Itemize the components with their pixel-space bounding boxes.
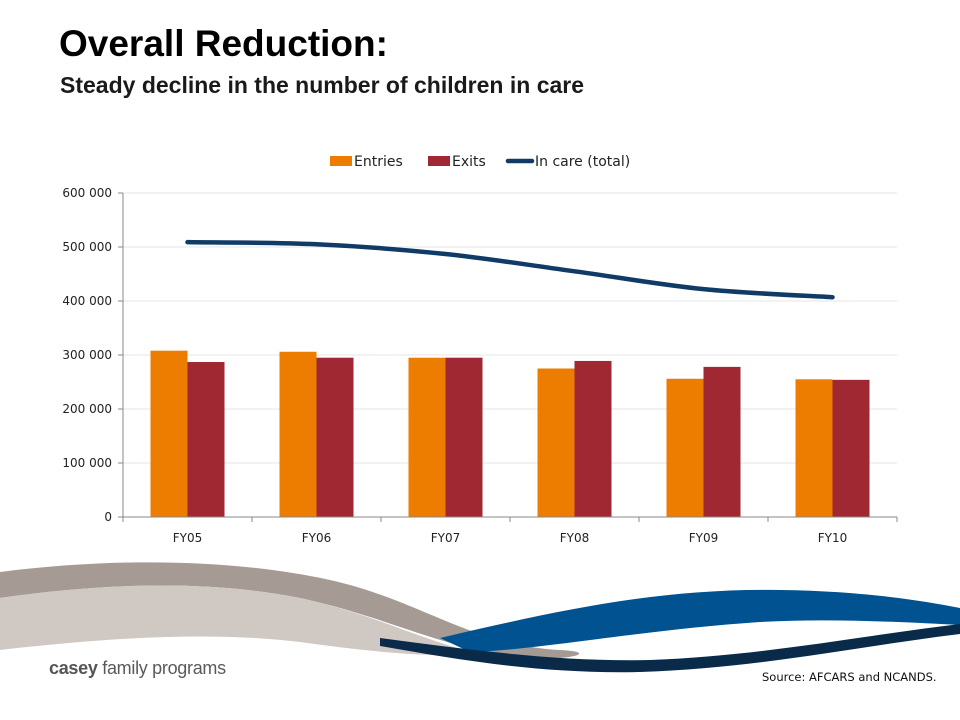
legend-label: In care (total) [535,154,630,170]
axes: 0 100 000 200 000 300 000 400 000 500 000 600 … [62,186,898,545]
in-care-line-layer [185,239,835,300]
bar-entries-fy08 [537,368,575,517]
children-in-care-chart: 0 100 000 200 000 300 000 400 000 500 000 600 … [62,154,898,545]
source-note: Source: AFCARS and NCANDS. [762,670,937,684]
bar-entries-fy06 [279,351,317,517]
y-tick-label: 300 000 [62,348,112,362]
y-tick-label: 500 000 [62,240,112,254]
x-tick-label: FY10 [818,531,848,545]
legend-label: Exits [452,154,486,170]
x-tick-label: FY05 [173,531,203,545]
line-in-care-total [185,239,835,300]
swoosh-gray-band [0,562,580,659]
bar-exits-fy06 [316,357,354,517]
legend: Entries Exits In care (total) [330,154,630,170]
slide-subtitle: Steady decline in the number of children… [60,72,585,98]
x-tick-label: FY06 [302,531,332,545]
swoosh-gray-base [0,585,480,656]
y-tick-label: 400 000 [62,294,112,308]
x-tick-label: FY08 [560,531,590,545]
bars [150,350,870,517]
legend-swatch [330,156,352,166]
bar-entries-fy05 [150,350,188,517]
bar-exits-fy08 [574,360,612,517]
decorative-swoosh [0,562,960,673]
y-tick-label: 0 [104,510,112,524]
x-tick-label: FY07 [431,531,461,545]
bar-exits-fy10 [832,379,870,517]
slide-title: Overall Reduction: [59,23,388,64]
bar-exits-fy09 [703,366,741,517]
gridlines [123,192,897,464]
bar-exits-fy05 [187,362,225,517]
swoosh-blue-band [440,589,960,652]
x-tick-label: FY09 [689,531,719,545]
y-tick-label: 200 000 [62,402,112,416]
casey-family-programs-logo: casey family programs [49,658,226,678]
bar-entries-fy10 [795,379,833,517]
bar-entries-fy09 [666,378,704,517]
legend-label: Entries [354,154,403,170]
bar-entries-fy07 [408,357,446,517]
legend-swatch [428,156,450,166]
swoosh-dark-band [380,624,960,673]
bar-exits-fy07 [445,357,483,517]
y-tick-label: 100 000 [62,456,112,470]
y-tick-label: 600 000 [62,186,112,200]
